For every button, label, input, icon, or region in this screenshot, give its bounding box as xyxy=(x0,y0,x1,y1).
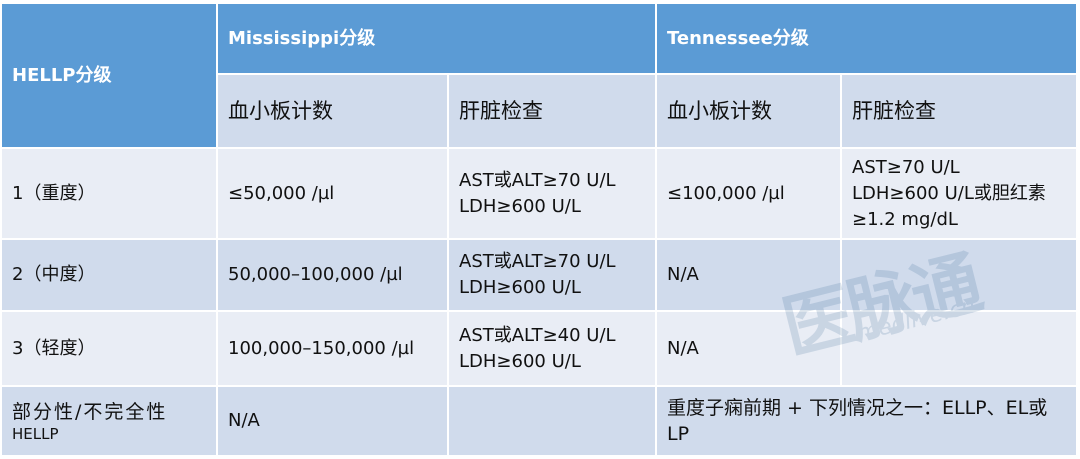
row-label: 2（中度） xyxy=(0,238,218,312)
header-mississippi: Mississippi分级 xyxy=(216,2,657,75)
m-liver: AST或ALT≥70 U/L LDH≥600 U/L xyxy=(447,238,657,312)
table-row-partial: 部分性/不完全性 HELLP N/A 重度子痫前期 + 下列情况之一：ELLP、… xyxy=(0,385,1078,457)
t-liver xyxy=(840,238,1078,312)
m-liver xyxy=(447,385,657,457)
m-liver: AST或ALT≥70 U/L LDH≥600 U/L xyxy=(447,147,657,240)
header-t-platelet: 血小板计数 xyxy=(655,73,842,149)
header-m-liver: 肝脏检查 xyxy=(447,73,657,149)
m-platelet: ≤50,000 /µl xyxy=(216,147,449,240)
row-label: 3（轻度） xyxy=(0,310,218,387)
t-platelet: N/A xyxy=(655,238,842,312)
header-m-platelet: 血小板计数 xyxy=(216,73,449,149)
header-t-liver: 肝脏检查 xyxy=(840,73,1078,149)
row-label: 部分性/不完全性 HELLP xyxy=(0,385,218,457)
header-hellp: HELLP分级 xyxy=(0,2,218,149)
row-label-line2: HELLP xyxy=(12,425,59,443)
m-liver: AST或ALT≥40 U/L LDH≥600 U/L xyxy=(447,310,657,387)
row-label-line1: 部分性/不完全性 xyxy=(12,401,168,423)
m-platelet: 50,000–100,000 /µl xyxy=(216,238,449,312)
m-platelet: N/A xyxy=(216,385,449,457)
table-row: 1（重度） ≤50,000 /µl AST或ALT≥70 U/L LDH≥600… xyxy=(0,147,1078,240)
header-tennessee: Tennessee分级 xyxy=(655,2,1078,75)
table-row: 3（轻度） 100,000–150,000 /µl AST或ALT≥40 U/L… xyxy=(0,310,1078,387)
t-partial: 重度子痫前期 + 下列情况之一：ELLP、EL或LP xyxy=(655,385,1078,457)
t-platelet: ≤100,000 /µl xyxy=(655,147,842,240)
t-liver: AST≥70 U/L LDH≥600 U/L或胆红素 ≥1.2 mg/dL xyxy=(840,147,1078,240)
table-row: 2（中度） 50,000–100,000 /µl AST或ALT≥70 U/L … xyxy=(0,238,1078,312)
row-label: 1（重度） xyxy=(0,147,218,240)
t-liver xyxy=(840,310,1078,387)
m-platelet: 100,000–150,000 /µl xyxy=(216,310,449,387)
t-platelet: N/A xyxy=(655,310,842,387)
